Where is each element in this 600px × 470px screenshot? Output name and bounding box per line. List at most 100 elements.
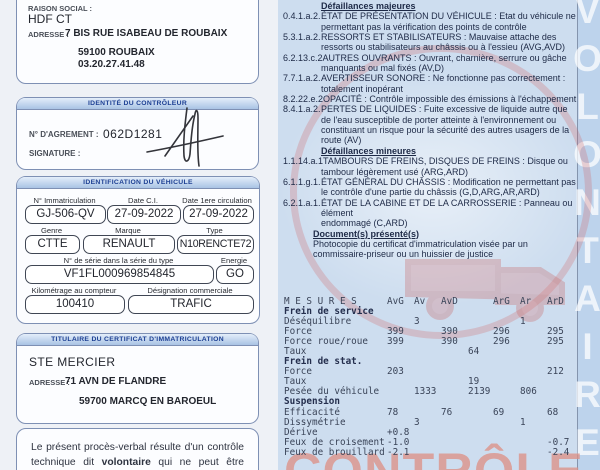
measures-row: Déséquilibre 3 1 — [284, 317, 574, 327]
defect-code: 8.4.1.a.2. — [283, 104, 321, 115]
measures-cell — [547, 307, 574, 317]
measures-row-label: Suspension — [284, 396, 340, 408]
defect-text: TAMBOURS DE FREINS, DISQUES DE FREINS : … — [321, 156, 571, 177]
measures-cell — [441, 307, 468, 317]
defect-item: 6.1.1.g.1.ÉTAT GÉNÉRAL DU CHÂSSIS : Modi… — [283, 177, 577, 198]
measures-row-label: Dissymétrie — [284, 416, 346, 428]
legal-notice-text: Le présent procès-verbal résulte d'un co… — [31, 442, 244, 468]
measures-cell — [441, 418, 468, 428]
measures-cell: 399 — [387, 336, 404, 348]
measures-cell — [493, 428, 520, 438]
measures-row-label: Pesée du véhicule — [284, 386, 380, 398]
defect-text: ÉTAT DE PRÉSENTATION DU VÉHICULE : Etat … — [321, 11, 579, 32]
measures-cell — [414, 397, 441, 407]
measures-cell — [441, 438, 468, 448]
field-type: N10RENCTE72 — [177, 235, 254, 254]
field-label: Date C.I. — [128, 196, 158, 205]
measures-cell: 78 — [387, 406, 399, 418]
measures-row: Taux 64 — [284, 347, 574, 357]
company-label: RAISON SOCIAL : — [28, 4, 93, 13]
measures-cell — [441, 387, 468, 397]
measures-cell: 212 — [547, 366, 564, 378]
holder-box: TITULAIRE DU CERTIFICAT D'IMMATRICULATIO… — [16, 333, 259, 424]
measures-row-label: Dérive — [284, 426, 318, 438]
field-registration: GJ-506-QV — [25, 205, 106, 224]
measures-row: Dissymétrie 3 1 — [284, 416, 574, 428]
measures-cell: 390 — [441, 326, 458, 338]
measures-cell: AvD — [441, 296, 458, 307]
measures-cell — [493, 387, 520, 397]
watermark-stamp-word: CONTRÔLE — [284, 443, 584, 470]
defect-item: 0.4.1.a.2.ÉTAT DE PRÉSENTATION DU VÉHICU… — [283, 11, 577, 32]
field-energy: GO — [216, 265, 254, 284]
holder-address2: 59700 MARCQ EN BAROEUL — [79, 396, 217, 407]
field-genre: CTTE — [25, 235, 80, 254]
measures-cell — [547, 387, 574, 397]
defect-code: 5.3.1.a.2. — [283, 32, 321, 43]
field-label: Energie — [220, 256, 248, 265]
measures-cell — [493, 438, 520, 448]
defect-item: 5.3.1.a.2.RESSORTS ET STABILISATEURS : M… — [283, 32, 577, 53]
measures-row-label: Taux — [284, 346, 307, 358]
defect-code: 1.1.14.a.1 — [283, 156, 324, 167]
measures-row: Efficacité 78 76 69 68 — [284, 406, 574, 418]
field-trade-name: TRAFIC — [128, 295, 254, 314]
defect-item: 1.1.14.a.1TAMBOURS DE FREINS, DISQUES DE… — [283, 156, 577, 177]
measures-cell — [468, 408, 493, 418]
measures-row: Pesée du véhicule 1333 2139 806 — [284, 387, 574, 397]
measures-cell — [468, 428, 493, 438]
measures-cell — [520, 397, 547, 407]
stamp-truck-icon — [405, 259, 565, 322]
measures-cell — [520, 448, 547, 458]
measures-cell — [547, 377, 574, 387]
measures-row: Frein de stat. — [284, 357, 574, 367]
defect-item: 6.2.13.c.2AUTRES OUVRANTS : Ouvrant, cha… — [283, 53, 577, 74]
measures-cell: 203 — [387, 366, 404, 378]
defect-text: OPACITÉ : Contrôle impossible des émissi… — [323, 94, 577, 105]
field-label: Désignation commerciale — [147, 286, 233, 295]
defect-code: 6.1.1.g.1. — [283, 176, 321, 187]
measures-row-label: Feux de brouillard — [284, 446, 385, 458]
measures-cell — [414, 448, 441, 458]
controller-box: IDENTITÉ DU CONTRÔLEUR N° D'AGREMENT : 0… — [16, 97, 259, 170]
measures-cell — [441, 357, 468, 367]
signature — [146, 107, 224, 167]
measures-cell — [441, 347, 468, 357]
holder-address-label: ADRESSE : — [29, 378, 70, 387]
measures-cell: Ar — [520, 296, 532, 307]
measures-cell: 295 — [547, 336, 564, 348]
field-date-ci: 27-09-2022 — [107, 205, 181, 224]
measures-row-label: Frein de stat. — [284, 356, 363, 368]
measures-cell — [414, 327, 441, 337]
measures-cell — [414, 428, 441, 438]
measures-cell — [520, 367, 547, 377]
measures-cell: Av — [414, 296, 426, 307]
measures-cell: 399 — [387, 326, 404, 338]
legal-notice-box: Le présent procès-verbal résulte d'un co… — [16, 428, 259, 470]
measures-row: Force roue/roue 399 390 296 295 — [284, 337, 574, 347]
measures-row: Dérive +0.8 — [284, 426, 574, 438]
measures-row-label: Force — [284, 326, 312, 338]
measures-table: M E S U R E S AvG Av AvD ArG Ar ArD Frein de se… — [284, 296, 574, 458]
measures-cell: AvG — [387, 296, 404, 307]
defects-list: Défaillances majeures 0.4.1.a.2.ÉTAT DE P… — [283, 1, 577, 260]
measures-cell: ArG — [493, 296, 510, 307]
measures-cell — [441, 428, 468, 438]
defect-text: AUTRES OUVRANTS : Ouvrant, charnière, se… — [321, 52, 570, 74]
company-address2: 59100 ROUBAIX — [78, 47, 155, 58]
measures-cell — [493, 347, 520, 357]
defect-item: 8.2.22.e.2OPACITÉ : Contrôle impossible … — [283, 94, 577, 104]
measures-row-label: Frein de service — [284, 306, 374, 318]
measures-cell: 68 — [547, 406, 559, 418]
company-address-label: ADRESSE : — [28, 30, 69, 39]
measures-row: Feux de brouillard -2.1 -2.4 — [284, 446, 574, 458]
company-box: RAISON SOCIAL : HDF CT ADRESSE : 7 BIS R… — [16, 0, 259, 84]
measures-cell — [414, 347, 441, 357]
documents-header: Document(s) présenté(s) — [313, 228, 420, 239]
measures-row: Taux 19 — [284, 377, 574, 387]
measures-row-label: Feux de croisement — [284, 436, 385, 448]
measures-cell — [441, 448, 468, 458]
measures-cell — [520, 327, 547, 337]
field-label: N° Immatriculation — [33, 196, 96, 205]
